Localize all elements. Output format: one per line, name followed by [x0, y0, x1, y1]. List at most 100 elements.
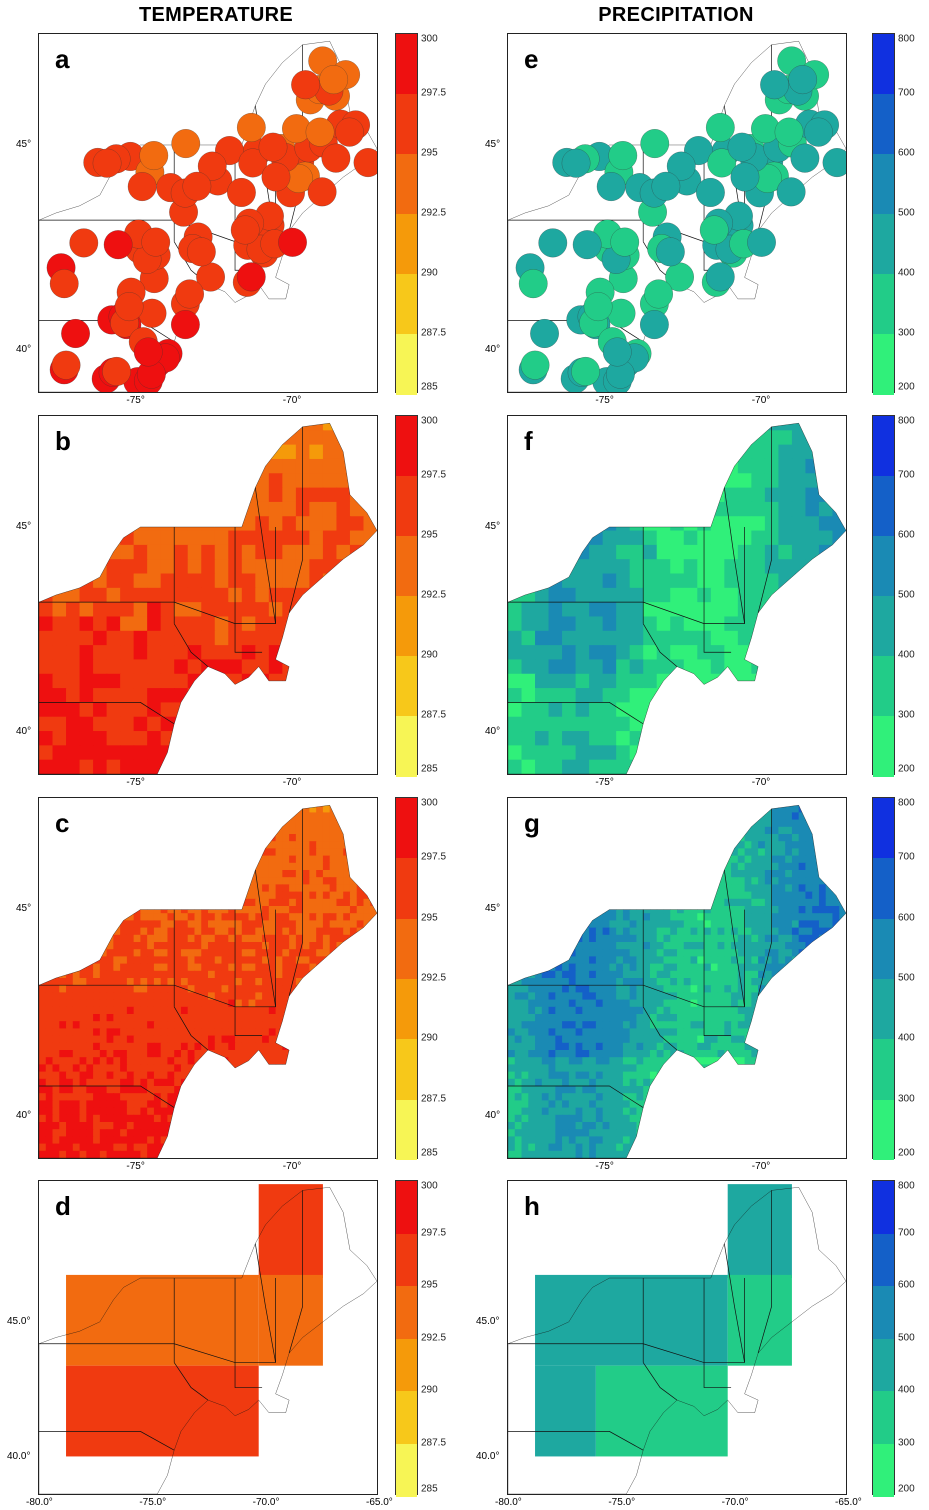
grid-cell — [255, 659, 270, 675]
grid-cell — [825, 913, 834, 922]
grid-cell — [548, 544, 563, 560]
grid-cell — [697, 805, 705, 814]
grid-cell — [349, 458, 365, 474]
grid-cell — [208, 1129, 216, 1138]
grid-cell — [683, 877, 692, 886]
grid-cell — [363, 978, 371, 986]
grid-cell — [66, 1100, 74, 1109]
grid-cell — [791, 616, 807, 632]
grid-cell — [39, 834, 47, 842]
grid-cell — [356, 834, 365, 842]
grid-cell — [724, 826, 732, 835]
grid-cell — [194, 1136, 202, 1145]
grid-cell — [363, 805, 371, 806]
grid-cell — [39, 805, 47, 806]
grid-cell — [214, 1028, 223, 1037]
grid-cell — [187, 673, 202, 689]
grid-cell — [262, 1122, 270, 1130]
grid-cell — [72, 970, 81, 979]
grid-cell — [187, 444, 202, 460]
grid-cell — [343, 1064, 351, 1073]
grid-cell — [66, 970, 74, 979]
grid-cell — [758, 898, 766, 907]
grid-cell — [302, 992, 311, 1001]
grid-cell — [289, 1028, 297, 1037]
grid-cell — [670, 759, 685, 774]
grid-cell — [106, 1064, 115, 1073]
grid-cell — [133, 1014, 142, 1022]
grid-cell — [187, 920, 196, 929]
grid-cell — [174, 702, 189, 718]
grid-cell — [609, 898, 617, 907]
grid-cell — [59, 1057, 67, 1066]
grid-cell — [751, 616, 766, 632]
grid-cell — [663, 841, 671, 850]
grid-cell — [663, 855, 671, 864]
grid-cell — [602, 877, 611, 886]
grid-cell — [839, 906, 846, 914]
grid-cell — [39, 444, 54, 460]
grid-cell — [194, 1021, 202, 1030]
grid-cell — [805, 913, 813, 922]
grid-cell — [208, 913, 216, 922]
grid-cell — [126, 1078, 135, 1087]
grid-cell — [194, 970, 202, 979]
grid-cell — [268, 1150, 277, 1158]
grid-cell — [677, 855, 685, 864]
grid-cell — [140, 1093, 148, 1102]
station-marker — [609, 141, 637, 170]
grid-cell — [289, 942, 297, 950]
grid-cell — [147, 1129, 155, 1138]
grid-cell — [194, 1078, 202, 1087]
grid-cell — [140, 949, 148, 958]
grid-cell — [812, 877, 820, 886]
grid-cell — [295, 1078, 304, 1087]
grid-cell — [235, 1021, 243, 1030]
grid-cell — [282, 1078, 290, 1087]
grid-cell — [39, 841, 47, 850]
grid-cell — [514, 870, 523, 878]
grid-cell — [268, 1014, 277, 1022]
grid-cell — [275, 812, 284, 821]
grid-cell — [86, 1093, 94, 1102]
grid-cell — [45, 1150, 54, 1158]
grid-cell — [785, 841, 793, 850]
grid-cell — [72, 1100, 81, 1109]
grid-cell — [72, 891, 81, 900]
grid-cell — [93, 1042, 101, 1051]
grid-cell — [568, 906, 577, 914]
grid-cell — [153, 970, 162, 979]
grid-cell — [589, 559, 604, 575]
grid-cell — [106, 630, 121, 646]
grid-cell — [268, 841, 277, 850]
grid-cell — [140, 906, 148, 914]
grid-cell — [228, 731, 243, 747]
grid-cell — [39, 616, 54, 632]
grid-cell — [235, 826, 243, 835]
grid-cell — [602, 834, 611, 842]
grid-cell — [643, 731, 658, 747]
grid-cell — [262, 819, 270, 828]
grid-cell — [329, 934, 338, 943]
grid-cell — [370, 1006, 377, 1015]
grid-cell — [120, 884, 128, 893]
grid-cell — [66, 1050, 74, 1058]
grid-cell — [363, 1035, 371, 1044]
grid-cell — [805, 458, 820, 474]
grid-cell — [363, 920, 371, 929]
grid-cell — [180, 1100, 189, 1109]
grid-cell — [133, 819, 142, 828]
grid-cell — [349, 812, 358, 821]
grid-cell — [629, 573, 644, 589]
grid-cell — [643, 745, 658, 761]
grid-cell — [93, 1050, 101, 1058]
grid-cell — [329, 862, 338, 871]
grid-cell — [160, 834, 169, 842]
station-marker — [262, 163, 290, 192]
grid-cell — [535, 906, 543, 914]
grid-cell — [174, 573, 189, 589]
grid-cell — [589, 659, 604, 675]
grid-cell — [140, 805, 148, 806]
grid-cell — [589, 501, 604, 517]
grid-cell — [194, 841, 202, 850]
